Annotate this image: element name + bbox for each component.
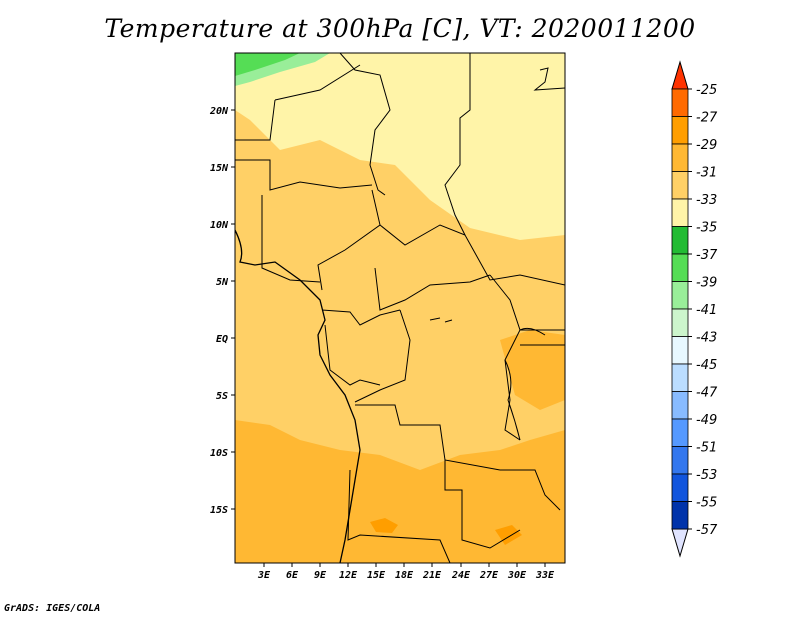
colorbar-swatch xyxy=(671,226,689,255)
band-27-29-b xyxy=(495,525,522,545)
border-nigeria-niger xyxy=(235,159,373,191)
colorbar-swatch xyxy=(671,391,689,420)
colorbar-label: -41 xyxy=(696,303,717,318)
colorbar-swatch xyxy=(671,143,689,172)
colorbar-swatch xyxy=(671,446,689,475)
coastline xyxy=(235,229,361,563)
chart-title: Temperature at 300hPa [C], VT: 202001120… xyxy=(104,14,696,43)
border-mali-niger xyxy=(235,99,276,141)
colorbar-label: -27 xyxy=(696,111,718,126)
colorbar-swatch xyxy=(671,418,689,447)
border-zambia-tz xyxy=(500,469,561,511)
colorbar-label: -55 xyxy=(696,496,717,511)
colorbar-swatch xyxy=(671,171,689,200)
band-37-39 xyxy=(235,53,300,76)
colorbar-label: -51 xyxy=(696,441,717,456)
lake-tanganyika xyxy=(504,359,521,441)
band-27-29-a xyxy=(370,518,398,533)
colorbar-swatch xyxy=(671,281,689,310)
lon-label: 33E xyxy=(535,570,555,581)
border-niger-chad xyxy=(339,53,391,196)
lon-label: 12E xyxy=(339,570,358,581)
colorbar-swatch xyxy=(671,501,689,530)
lon-axis: 3E 6E 9E 12E 15E 18E 21E 24E 27E 30E 33E xyxy=(257,563,555,581)
border-zambia xyxy=(444,460,521,549)
band-29-31-east xyxy=(500,330,565,410)
lat-label: 10S xyxy=(210,448,228,459)
lat-label: 5N xyxy=(216,277,229,288)
colorbar-swatch xyxy=(671,198,689,227)
colorbar-label: -43 xyxy=(696,331,717,346)
border-chad-sudan xyxy=(444,53,471,236)
colorbar-top-arrow xyxy=(671,60,689,90)
band-33-35-east xyxy=(440,180,565,235)
lon-label: 9E xyxy=(314,570,327,581)
border-uganda xyxy=(520,329,565,346)
lat-label: 10N xyxy=(210,220,229,231)
lon-label: 21E xyxy=(422,570,442,581)
colorbar-swatch xyxy=(671,308,689,337)
lon-label: 15E xyxy=(367,570,386,581)
colorbar-label: -57 xyxy=(696,523,718,538)
colorbar-bottom-arrow xyxy=(671,528,689,558)
border-cameroon-congo xyxy=(321,309,401,326)
lat-label: 5S xyxy=(216,391,228,402)
colorbar-label: -53 xyxy=(696,468,717,483)
colorbar-swatch xyxy=(671,363,689,392)
lon-label: 30E xyxy=(507,570,527,581)
colorbar-swatch xyxy=(671,253,689,282)
colorbar-label: -49 xyxy=(696,413,717,428)
border-benin-nigeria xyxy=(261,195,321,283)
lon-label: 3E xyxy=(257,570,271,581)
colorbar-swatch xyxy=(671,336,689,365)
colorbar-swatch xyxy=(671,88,689,117)
colorbar-label: -39 xyxy=(696,276,717,291)
colorbar-label: -25 xyxy=(696,83,717,98)
colorbar-label: -45 xyxy=(696,358,717,373)
border-drc-angola xyxy=(355,404,501,471)
lat-label: 15S xyxy=(210,505,228,516)
lon-label: 18E xyxy=(395,570,414,581)
boundaries xyxy=(235,53,565,563)
border-congo-drc xyxy=(354,309,411,403)
lon-label: 6E xyxy=(286,570,299,581)
colorbar-label: -29 xyxy=(696,138,717,153)
colorbar-swatch xyxy=(671,116,689,145)
lat-label: EQ xyxy=(216,334,228,345)
band-29-31 xyxy=(235,420,565,563)
grads-credit: GrADS: IGES/COLA xyxy=(4,603,101,614)
colorbar-label: -35 xyxy=(696,221,717,236)
lat-axis: 20N 15N 10N 5N EQ 5S 10S 15S xyxy=(209,106,235,516)
border-chad-car-sudan xyxy=(379,224,565,286)
border-gabon xyxy=(324,324,381,386)
colorbar-label: -47 xyxy=(696,386,718,401)
lon-label: 24E xyxy=(451,570,471,581)
border-car xyxy=(374,267,491,311)
colorbar-swatch xyxy=(671,473,689,502)
colorbar-label: -31 xyxy=(696,166,717,181)
colorbar-label: -37 xyxy=(696,248,718,263)
colorbar-label: -33 xyxy=(696,193,717,208)
border-egypt xyxy=(533,67,565,91)
lat-label: 20N xyxy=(209,106,229,117)
temperature-field xyxy=(235,53,565,563)
colorbar: -25 -27 -29 -31 -33 -35 -37 -39 -41 -43 -45 -47 -49 -… xyxy=(671,60,718,558)
border-nigeria-cameroon xyxy=(317,189,381,291)
lon-label: 27E xyxy=(479,570,499,581)
map-frame xyxy=(234,52,566,564)
lat-label: 15N xyxy=(210,163,229,174)
lake-victoria xyxy=(519,327,546,336)
border-algeria-niger xyxy=(274,64,361,101)
river-congo xyxy=(429,317,453,323)
